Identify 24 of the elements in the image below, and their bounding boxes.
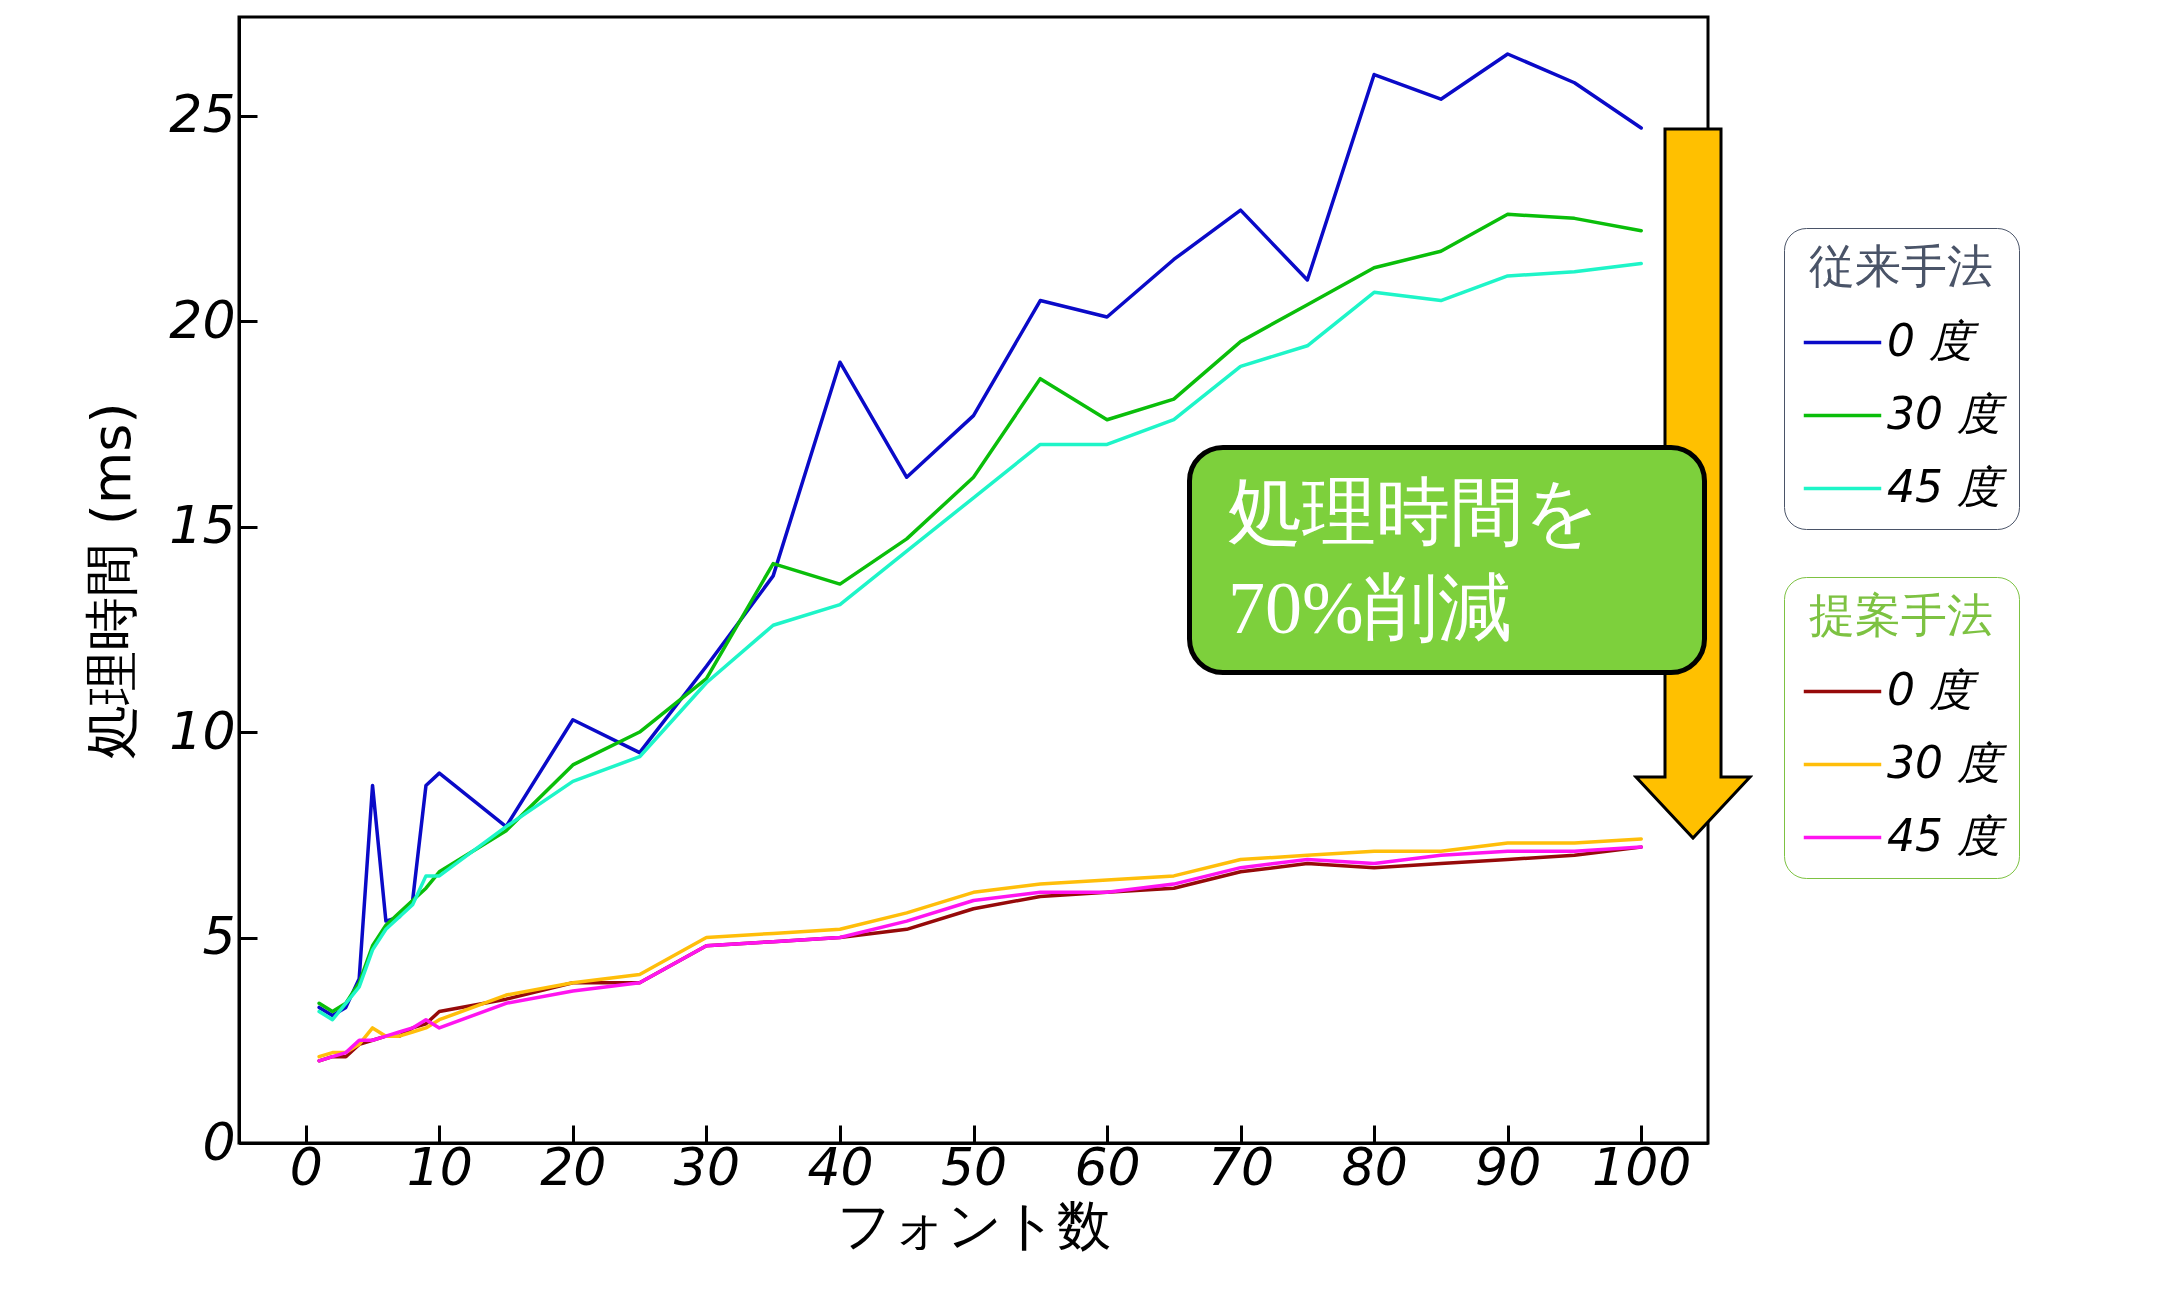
line-series: [317, 52, 1643, 1018]
y-tick-label: 5: [202, 906, 236, 967]
x-tick-label: 0: [289, 1136, 323, 1197]
text: 提案手法: [1809, 588, 1993, 642]
text: 従来手法: [1809, 239, 1993, 293]
legend-label: 45 度: [1887, 460, 2008, 512]
x-tick-label: 80: [1341, 1136, 1408, 1197]
x-tick-label: 10: [406, 1136, 473, 1197]
y-tick-label: 20: [169, 289, 236, 350]
x-tick-label: 70: [1208, 1136, 1275, 1197]
x-tick-label: 20: [540, 1136, 607, 1197]
legend-label: 0 度: [1887, 314, 1980, 366]
y-tick-label: 25: [169, 84, 236, 145]
legend-label: 45 度: [1887, 809, 2008, 861]
legend-label: 30 度: [1887, 387, 2008, 439]
y-tick-label: 15: [169, 495, 236, 556]
x-tick-label: 90: [1475, 1136, 1542, 1197]
x-tick-label: 30: [673, 1136, 740, 1197]
annotation: 処理時間を 70%削減: [1187, 445, 1707, 675]
x-tick-label: 100: [1592, 1136, 1692, 1197]
y-tick-label: 10: [169, 700, 236, 761]
legend-label: 0 度: [1887, 663, 1980, 715]
y-axis-title: 処理時間 (ms): [80, 402, 144, 759]
legend-label: 30 度: [1887, 736, 2008, 788]
